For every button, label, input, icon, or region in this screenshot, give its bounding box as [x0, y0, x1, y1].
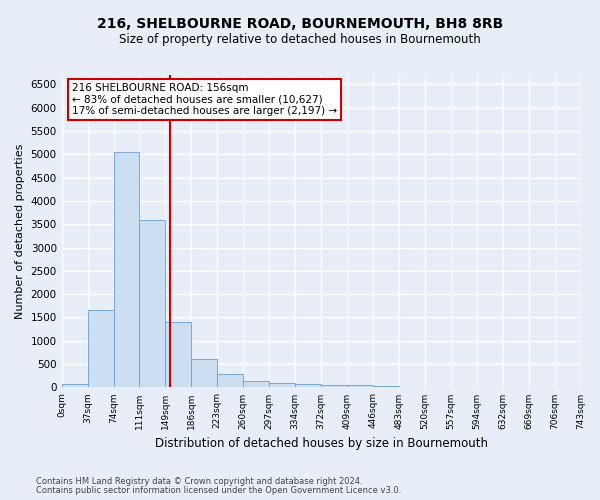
Text: Size of property relative to detached houses in Bournemouth: Size of property relative to detached ho… — [119, 32, 481, 46]
Bar — [62, 384, 88, 388]
Bar — [88, 310, 113, 388]
Bar — [217, 374, 243, 388]
Bar — [191, 358, 217, 388]
Bar — [269, 383, 295, 388]
Text: Contains public sector information licensed under the Open Government Licence v3: Contains public sector information licen… — [36, 486, 401, 495]
Bar — [347, 384, 373, 388]
Text: 216, SHELBOURNE ROAD, BOURNEMOUTH, BH8 8RB: 216, SHELBOURNE ROAD, BOURNEMOUTH, BH8 8… — [97, 18, 503, 32]
Bar — [166, 322, 191, 388]
Bar — [243, 380, 269, 388]
Bar — [139, 220, 166, 388]
Bar — [321, 385, 347, 388]
Text: Contains HM Land Registry data © Crown copyright and database right 2024.: Contains HM Land Registry data © Crown c… — [36, 477, 362, 486]
X-axis label: Distribution of detached houses by size in Bournemouth: Distribution of detached houses by size … — [155, 437, 488, 450]
Bar — [373, 386, 399, 388]
Text: 216 SHELBOURNE ROAD: 156sqm
← 83% of detached houses are smaller (10,627)
17% of: 216 SHELBOURNE ROAD: 156sqm ← 83% of det… — [72, 83, 337, 116]
Bar — [295, 384, 321, 388]
Y-axis label: Number of detached properties: Number of detached properties — [15, 144, 25, 319]
Bar — [113, 152, 139, 388]
